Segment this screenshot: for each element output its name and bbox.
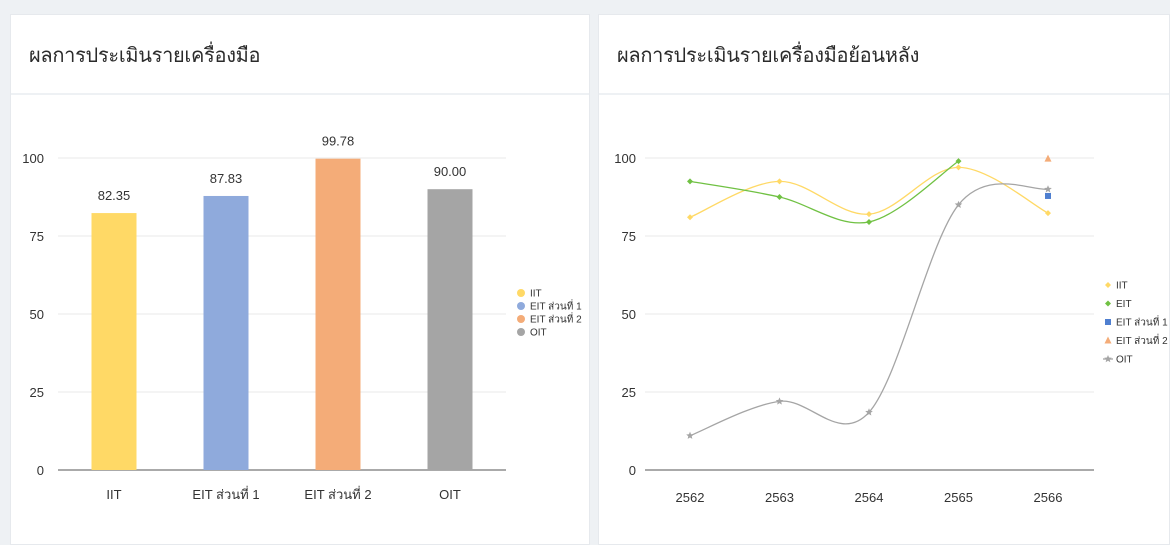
y-tick-label: 0 [37,463,44,478]
legend-item[interactable]: IIT [1105,281,1128,292]
data-point [776,178,783,185]
data-point [775,397,784,405]
legend-item[interactable]: IIT [517,289,542,300]
panel-tool-assessment-history: ผลการประเมินรายเครื่องมือย้อนหลัง [598,14,1170,545]
legend-label: OIT [530,328,547,339]
data-point [865,408,873,416]
legend-item[interactable]: EIT ส่วนที่ 1 [1105,315,1168,329]
panel-title: ผลการประเมินรายเครื่องมือ [29,45,261,67]
legend-label: IIT [530,289,542,300]
data-point [687,178,693,185]
y-tick-label: 25 [622,385,636,400]
legend-label: EIT ส่วนที่ 1 [530,299,582,313]
bar [91,213,137,470]
legend-marker [1105,319,1111,325]
data-point [954,200,963,209]
legend-label: EIT ส่วนที่ 2 [530,312,582,326]
y-tick-label: 50 [30,307,44,322]
y-tick-label: 75 [30,229,44,244]
x-tick-label: 2566 [1034,490,1063,505]
panel-header: ผลการประเมินรายเครื่องมือ [11,15,589,95]
legend-item[interactable]: EIT ส่วนที่ 1 [517,299,582,313]
legend-marker [1104,355,1112,363]
legend-item[interactable]: EIT [1105,299,1132,310]
panel-title: ผลการประเมินรายเครื่องมือย้อนหลัง [617,45,920,67]
x-tick-label: IIT [106,487,121,502]
legend-label: EIT ส่วนที่ 1 [1116,315,1168,329]
data-point [1044,154,1052,162]
legend-marker [1105,300,1111,307]
x-tick-label: 2564 [855,490,884,505]
data-point [955,164,962,171]
y-tick-label: 25 [30,385,44,400]
series-line [689,183,1049,437]
series-line [689,160,959,224]
data-label: 82.35 [98,188,131,203]
series-line [689,166,1049,218]
x-tick-label: EIT ส่วนที่ 2 [304,486,371,502]
x-tick-label: 2565 [944,490,973,505]
bar [315,158,361,470]
data-point [1044,185,1052,193]
x-tick-label: 2563 [765,490,794,505]
data-point [1045,192,1051,199]
y-tick-label: 100 [22,151,44,166]
legend-marker [517,302,525,310]
data-point [1045,210,1051,217]
legend-marker [1104,336,1112,344]
legend-marker [517,289,525,297]
y-tick-label: 100 [614,151,636,166]
legend-label: EIT ส่วนที่ 2 [1116,333,1168,347]
legend-label: IIT [1116,281,1128,292]
data-point [687,214,693,221]
panel-header: ผลการประเมินรายเครื่องมือย้อนหลัง [599,15,1169,95]
data-point [866,211,872,218]
data-point [866,218,872,225]
legend-item[interactable]: OIT [517,328,547,339]
x-tick-label: 2562 [676,490,705,505]
legend-item[interactable]: OIT [1103,355,1133,366]
legend-item[interactable]: EIT ส่วนที่ 2 [517,312,582,326]
legend-label: EIT [1116,299,1132,310]
y-tick-label: 75 [622,229,636,244]
data-point [776,194,783,200]
data-label: 87.83 [210,171,243,186]
data-point [686,431,694,439]
x-tick-label: OIT [439,487,461,502]
data-label: 90.00 [434,164,467,179]
legend-marker [517,328,525,336]
legend-item[interactable]: EIT ส่วนที่ 2 [1104,333,1169,347]
legend-label: OIT [1116,355,1133,366]
data-point [955,158,962,165]
bar [427,189,473,470]
x-tick-label: EIT ส่วนที่ 1 [192,486,259,502]
legend-marker [1105,282,1111,288]
y-tick-label: 0 [629,463,636,478]
data-label: 99.78 [322,134,355,149]
legend-marker [517,315,525,323]
bar [203,195,249,470]
y-tick-label: 50 [622,307,636,322]
